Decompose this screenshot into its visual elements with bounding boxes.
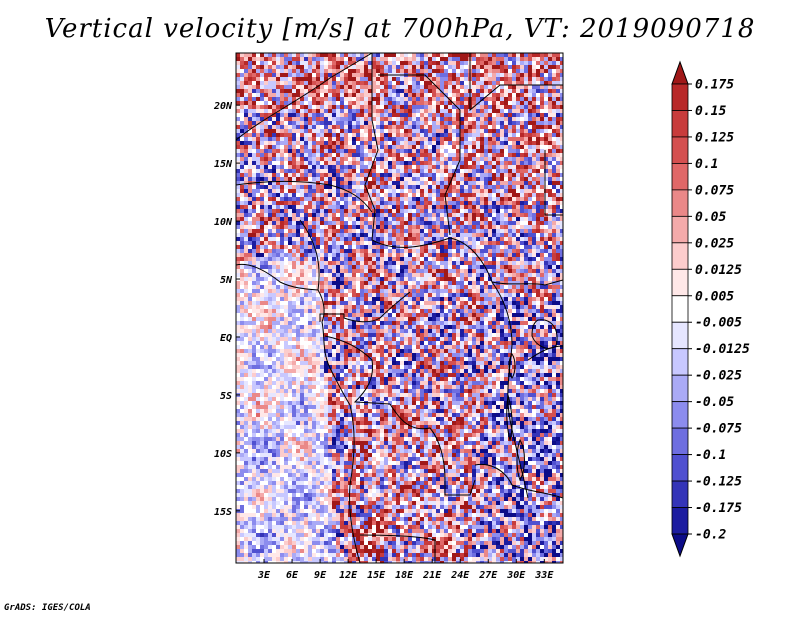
y-tick-label: 15S — [214, 507, 232, 518]
colorbar-swatch — [671, 480, 689, 508]
border-line — [527, 345, 563, 361]
colorbar-label: 0.005 — [695, 289, 734, 304]
y-axis: 20N 15N 10N 5N EQ 5S 10S 15S — [213, 101, 240, 518]
colorbar-label: -0.1 — [695, 448, 726, 463]
y-tick-label: 15N — [214, 159, 233, 170]
border-line — [491, 281, 529, 499]
x-tick-label: 12E — [339, 570, 358, 581]
border-line — [378, 74, 461, 236]
colorbar-label: -0.175 — [695, 501, 742, 516]
border-line — [469, 53, 563, 112]
x-tick-label: 9E — [314, 570, 327, 581]
country-borders — [236, 53, 563, 563]
velocity-field — [236, 53, 563, 563]
border-line — [544, 150, 563, 216]
lake-outline — [516, 438, 525, 482]
colorbar-swatch — [671, 454, 689, 482]
colorbar-label: -0.05 — [695, 395, 734, 410]
x-tick-label: 6E — [286, 570, 299, 581]
x-tick-label: 18E — [395, 570, 414, 581]
x-tick-label: 27E — [478, 570, 498, 581]
colorbar-arrow-top — [671, 60, 689, 85]
colorbar-label: 0.125 — [695, 130, 734, 145]
x-tick-label: 3E — [257, 570, 271, 581]
colorbar-label: 0.175 — [695, 78, 734, 93]
coastline — [236, 263, 361, 563]
chart-title: Vertical velocity [m/s] at 700hPa, VT: 2… — [44, 14, 756, 44]
colorbar-swatch — [671, 348, 689, 376]
grads-credit: GrADS: IGES/COLA — [4, 603, 91, 613]
colorbar-label: 0.025 — [695, 236, 734, 251]
border-line — [364, 53, 379, 241]
colorbar-swatch — [671, 401, 689, 429]
lake-outline — [506, 394, 513, 442]
colorbar-arrow-bottom — [671, 533, 689, 558]
colorbar-swatch — [671, 110, 689, 138]
colorbar-swatch — [671, 268, 689, 297]
border-line — [236, 53, 373, 141]
lake-outline — [508, 353, 516, 379]
colorbar-label: 0.1 — [695, 157, 718, 172]
colorbar-label: -0.125 — [695, 475, 742, 490]
x-tick-label: 33E — [534, 570, 554, 581]
colorbar-label: -0.2 — [695, 528, 726, 543]
colorbar-swatch — [671, 427, 689, 455]
colorbar-label: -0.075 — [695, 422, 742, 437]
border-line — [324, 335, 391, 405]
border-line — [359, 534, 436, 563]
y-tick-label: 10S — [214, 449, 232, 460]
border-line — [299, 219, 320, 291]
colorbar-label: -0.005 — [695, 316, 742, 331]
colorbar-swatch — [671, 295, 689, 323]
x-tick-label: 30E — [506, 570, 526, 581]
colorbar-label: -0.0125 — [695, 342, 750, 357]
x-axis: 3E 6E 9E 12E 15E 18E 21E 24E 27E 30E 33E — [257, 559, 554, 581]
y-tick-label: 5S — [220, 391, 232, 402]
colorbar: 0.175 0.15 0.125 0.1 0.075 0.05 0.025 0.0125 0.0… — [671, 60, 750, 558]
colorbar-swatch — [671, 507, 689, 535]
border-line — [236, 180, 373, 213]
colorbar-swatch — [671, 189, 689, 217]
colorbar-swatch — [671, 374, 689, 403]
border-line — [389, 403, 476, 496]
colorbar-swatch — [671, 163, 689, 191]
colorbar-swatch — [671, 215, 689, 244]
colorbar-label: 0.05 — [695, 210, 726, 225]
colorbar-swatch — [671, 83, 689, 111]
x-tick-label: 15E — [367, 570, 386, 581]
plot-frame — [235, 52, 564, 564]
y-tick-label: 5N — [220, 275, 233, 286]
colorbar-label: 0.15 — [695, 104, 726, 119]
border-line — [371, 237, 563, 286]
y-tick-label: EQ — [220, 333, 232, 344]
lake-outline — [531, 319, 558, 349]
x-tick-label: 21E — [422, 570, 442, 581]
x-tick-label: 24E — [450, 570, 470, 581]
colorbar-swatch — [671, 242, 689, 270]
colorbar-label: 0.0125 — [695, 263, 742, 278]
border-line — [474, 463, 563, 499]
colorbar-label: 0.075 — [695, 183, 734, 198]
y-tick-label: 20N — [213, 101, 233, 112]
colorbar-swatch — [671, 136, 689, 164]
border-line — [319, 291, 411, 323]
y-tick-label: 10N — [214, 217, 233, 228]
colorbar-label: -0.025 — [695, 369, 742, 384]
colorbar-swatch — [671, 321, 689, 350]
